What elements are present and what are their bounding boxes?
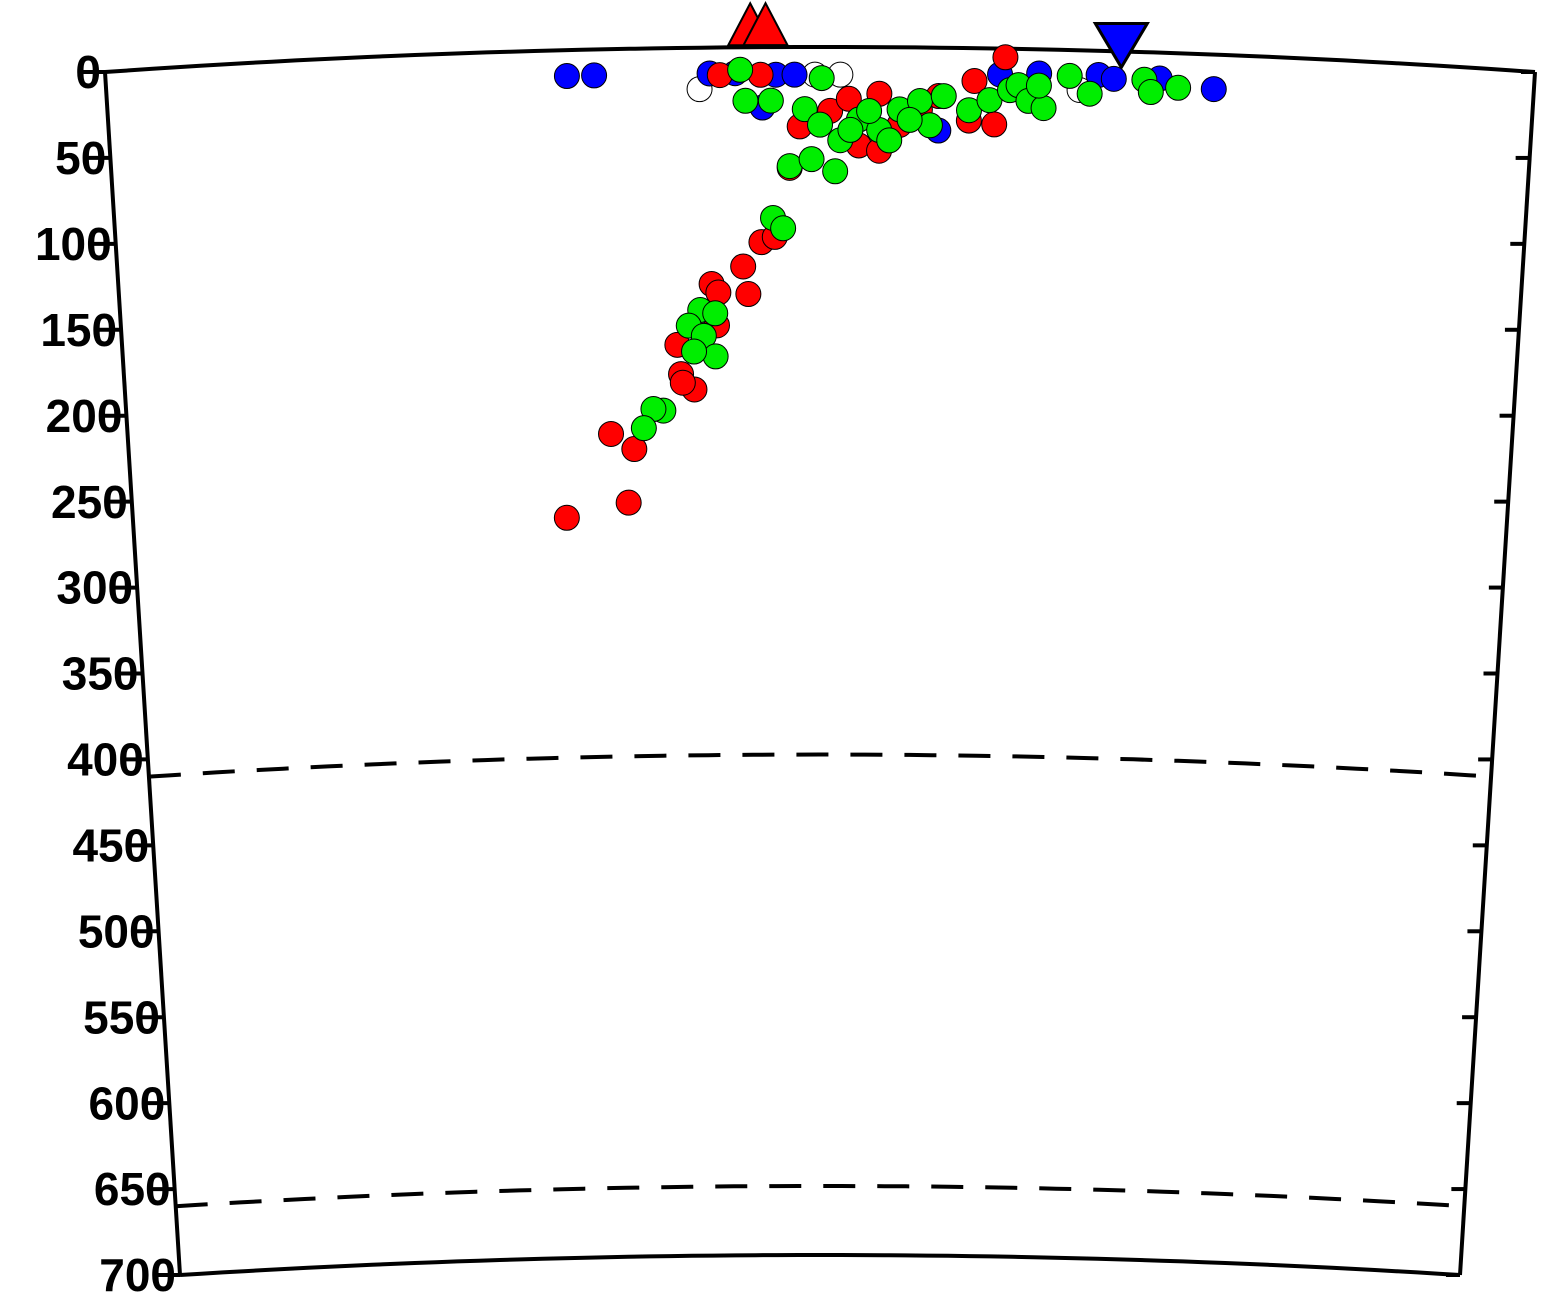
event-point bbox=[1030, 95, 1057, 122]
event-point bbox=[798, 146, 825, 173]
y-tick-label: 400 bbox=[67, 734, 144, 786]
event-point bbox=[876, 127, 903, 154]
event-point bbox=[598, 420, 625, 447]
y-tick-label: 150 bbox=[40, 304, 117, 356]
event-point bbox=[837, 116, 864, 143]
y-tick-label: 500 bbox=[78, 905, 155, 957]
y-tick-label: 200 bbox=[46, 390, 123, 442]
event-point bbox=[856, 97, 883, 124]
event-point bbox=[669, 369, 696, 396]
event-point bbox=[702, 300, 729, 327]
event-point bbox=[730, 253, 757, 280]
y-tick-label: 100 bbox=[35, 218, 112, 270]
trench-marker bbox=[1092, 21, 1150, 71]
y-tick-label: 600 bbox=[89, 1077, 166, 1129]
y-tick-label: 0 bbox=[75, 46, 101, 98]
event-point bbox=[807, 111, 833, 138]
event-point bbox=[1100, 65, 1127, 92]
event-point bbox=[702, 343, 729, 370]
event-point bbox=[808, 65, 835, 92]
event-point bbox=[770, 215, 797, 242]
y-tick-label: 700 bbox=[99, 1249, 176, 1300]
top-surface bbox=[104, 45, 1536, 74]
y-tick-label: 250 bbox=[51, 476, 128, 528]
event-point bbox=[1056, 62, 1083, 89]
event-point bbox=[681, 338, 708, 365]
event-point bbox=[553, 504, 580, 531]
event-point bbox=[732, 87, 759, 114]
event-point bbox=[1137, 79, 1164, 106]
event-point bbox=[553, 63, 580, 90]
volcano-marker bbox=[741, 0, 790, 47]
event-point bbox=[781, 61, 808, 88]
event-point bbox=[822, 158, 849, 185]
event-point bbox=[930, 83, 957, 110]
event-point bbox=[1200, 76, 1227, 103]
event-point bbox=[981, 111, 1008, 138]
event-point bbox=[757, 87, 784, 114]
y-tick-label: 350 bbox=[62, 648, 139, 700]
event-point bbox=[992, 44, 1019, 71]
event-point bbox=[896, 106, 923, 133]
y-tick-label: 650 bbox=[94, 1163, 171, 1215]
event-point bbox=[581, 62, 608, 89]
event-point bbox=[1025, 72, 1052, 99]
event-point bbox=[630, 415, 657, 442]
bottom-surface bbox=[179, 1253, 1461, 1277]
event-point bbox=[1165, 74, 1192, 101]
y-tick-label: 50 bbox=[55, 132, 106, 184]
event-point bbox=[735, 281, 762, 308]
discontinuity-line bbox=[175, 1184, 1465, 1209]
y-tick-label: 550 bbox=[83, 991, 160, 1043]
event-point bbox=[835, 85, 862, 112]
y-tick-label: 450 bbox=[72, 820, 149, 872]
y-tick-label: 300 bbox=[56, 562, 133, 614]
event-point bbox=[776, 153, 803, 180]
discontinuity-line bbox=[148, 752, 1492, 779]
event-point bbox=[1076, 80, 1103, 107]
event-point bbox=[615, 489, 642, 516]
event-point bbox=[727, 56, 754, 83]
event-point bbox=[961, 67, 988, 94]
